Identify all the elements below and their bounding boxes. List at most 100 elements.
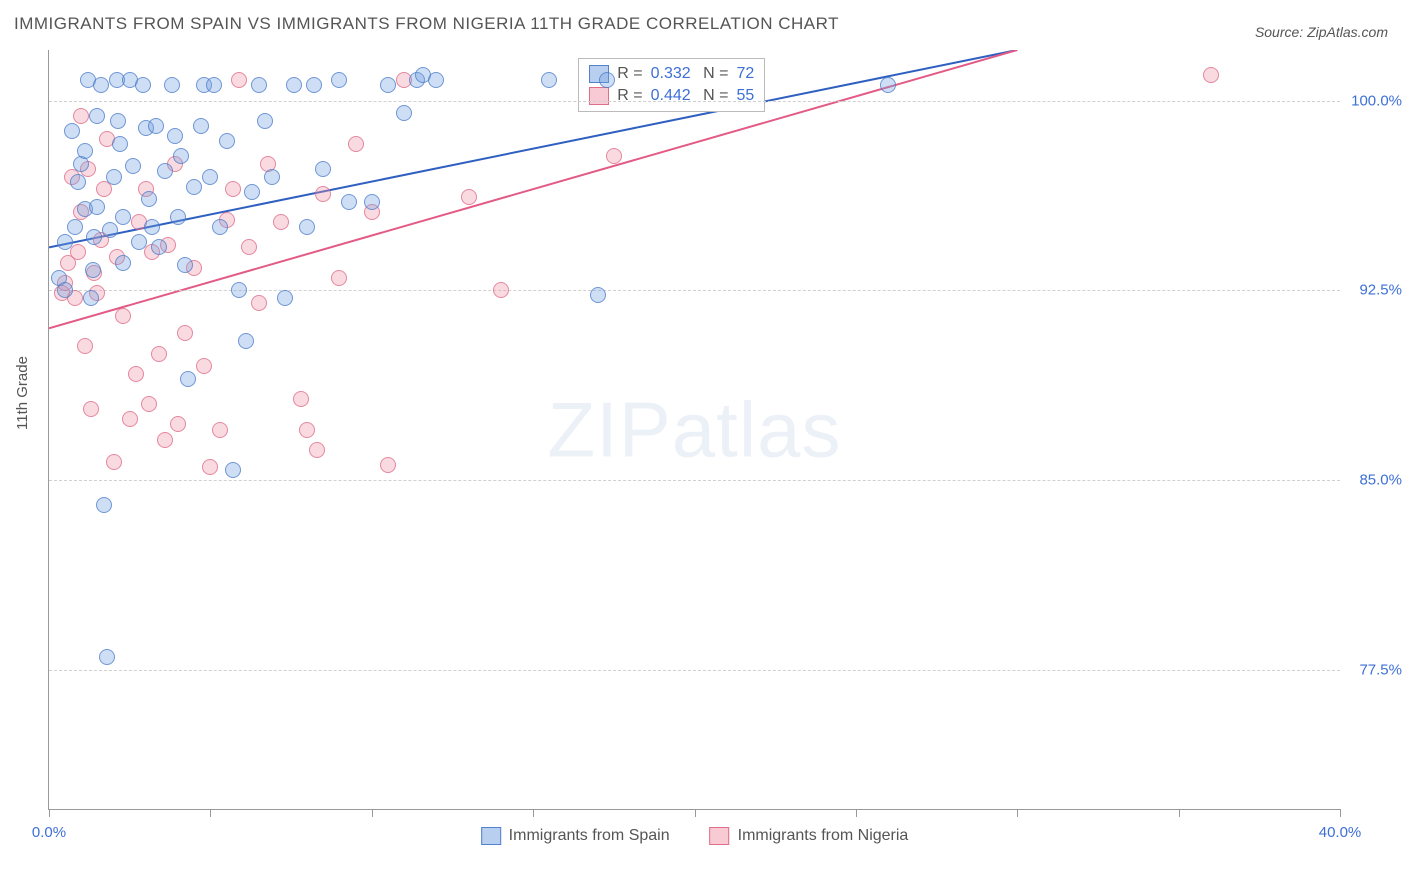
data-point-spain (135, 77, 151, 93)
data-point-spain (306, 77, 322, 93)
data-point-spain (141, 191, 157, 207)
data-point-spain (599, 72, 615, 88)
data-point-spain (99, 649, 115, 665)
data-point-spain (148, 118, 164, 134)
data-point-spain (180, 371, 196, 387)
data-point-spain (86, 229, 102, 245)
data-point-spain (541, 72, 557, 88)
data-point-spain (85, 262, 101, 278)
x-tick (533, 809, 534, 817)
data-point-spain (125, 158, 141, 174)
x-tick-label: 0.0% (32, 824, 66, 841)
data-point-nigeria (348, 136, 364, 152)
data-point-spain (396, 105, 412, 121)
data-point-nigeria (1203, 67, 1219, 83)
data-point-nigeria (196, 358, 212, 374)
data-point-nigeria (128, 366, 144, 382)
y-tick-label: 85.0% (1359, 472, 1402, 489)
data-point-nigeria (212, 422, 228, 438)
stats-r-spain: 0.332 (651, 65, 691, 83)
data-point-spain (96, 497, 112, 513)
data-point-nigeria (331, 270, 347, 286)
data-point-spain (193, 118, 209, 134)
data-point-spain (64, 123, 80, 139)
data-point-spain (225, 462, 241, 478)
gridline (49, 101, 1340, 102)
data-point-nigeria (251, 295, 267, 311)
data-point-spain (83, 290, 99, 306)
source-attribution: Source: ZipAtlas.com (1255, 24, 1388, 40)
stats-n-label: N = (699, 65, 729, 83)
data-point-nigeria (309, 442, 325, 458)
data-point-spain (89, 108, 105, 124)
stats-n-spain: 72 (736, 65, 754, 83)
x-tick (49, 809, 50, 817)
data-point-nigeria (157, 432, 173, 448)
data-point-spain (115, 255, 131, 271)
data-point-spain (110, 113, 126, 129)
data-point-spain (57, 234, 73, 250)
legend: Immigrants from Spain Immigrants from Ni… (481, 827, 909, 845)
data-point-nigeria (151, 346, 167, 362)
y-tick-label: 100.0% (1351, 92, 1402, 109)
data-point-spain (341, 194, 357, 210)
data-point-spain (315, 161, 331, 177)
spain-swatch-icon (481, 827, 501, 845)
data-point-spain (380, 77, 396, 93)
data-point-spain (67, 219, 83, 235)
data-point-spain (257, 113, 273, 129)
data-point-nigeria (231, 72, 247, 88)
data-point-spain (277, 290, 293, 306)
data-point-spain (299, 219, 315, 235)
x-tick (1340, 809, 1341, 817)
x-tick (210, 809, 211, 817)
data-point-nigeria (177, 325, 193, 341)
data-point-spain (364, 194, 380, 210)
data-point-nigeria (225, 181, 241, 197)
chart-plot-area: ZIPatlas R = 0.332 N = 72 R = 0.442 N = … (48, 50, 1340, 810)
data-point-spain (93, 77, 109, 93)
data-point-spain (219, 133, 235, 149)
data-point-nigeria (115, 308, 131, 324)
data-point-spain (102, 222, 118, 238)
data-point-nigeria (122, 411, 138, 427)
watermark-zip: ZIP (547, 385, 671, 473)
data-point-spain (70, 174, 86, 190)
gridline (49, 670, 1340, 671)
data-point-spain (164, 77, 180, 93)
y-tick-label: 77.5% (1359, 661, 1402, 678)
data-point-spain (880, 77, 896, 93)
data-point-spain (251, 77, 267, 93)
stats-n-nigeria: 55 (736, 87, 754, 105)
data-point-nigeria (380, 457, 396, 473)
data-point-nigeria (273, 214, 289, 230)
data-point-spain (231, 282, 247, 298)
data-point-nigeria (73, 108, 89, 124)
data-point-nigeria (606, 148, 622, 164)
trend-lines-layer (49, 50, 1340, 809)
data-point-nigeria (202, 459, 218, 475)
x-tick (1179, 809, 1180, 817)
watermark-logo: ZIPatlas (547, 384, 841, 475)
data-point-nigeria (299, 422, 315, 438)
data-point-spain (244, 184, 260, 200)
stats-row-nigeria: R = 0.442 N = 55 (589, 85, 754, 107)
data-point-spain (206, 77, 222, 93)
legend-item-spain: Immigrants from Spain (481, 827, 670, 845)
data-point-nigeria (141, 396, 157, 412)
y-tick-label: 92.5% (1359, 282, 1402, 299)
data-point-spain (170, 209, 186, 225)
data-point-nigeria (461, 189, 477, 205)
data-point-spain (286, 77, 302, 93)
data-point-spain (151, 239, 167, 255)
data-point-spain (57, 282, 73, 298)
data-point-spain (238, 333, 254, 349)
stats-r-label: R = (617, 65, 642, 83)
data-point-spain (428, 72, 444, 88)
data-point-spain (590, 287, 606, 303)
watermark-atlas: atlas (672, 385, 842, 473)
x-tick (695, 809, 696, 817)
data-point-nigeria (70, 244, 86, 260)
data-point-spain (144, 219, 160, 235)
x-tick-label: 40.0% (1319, 824, 1362, 841)
